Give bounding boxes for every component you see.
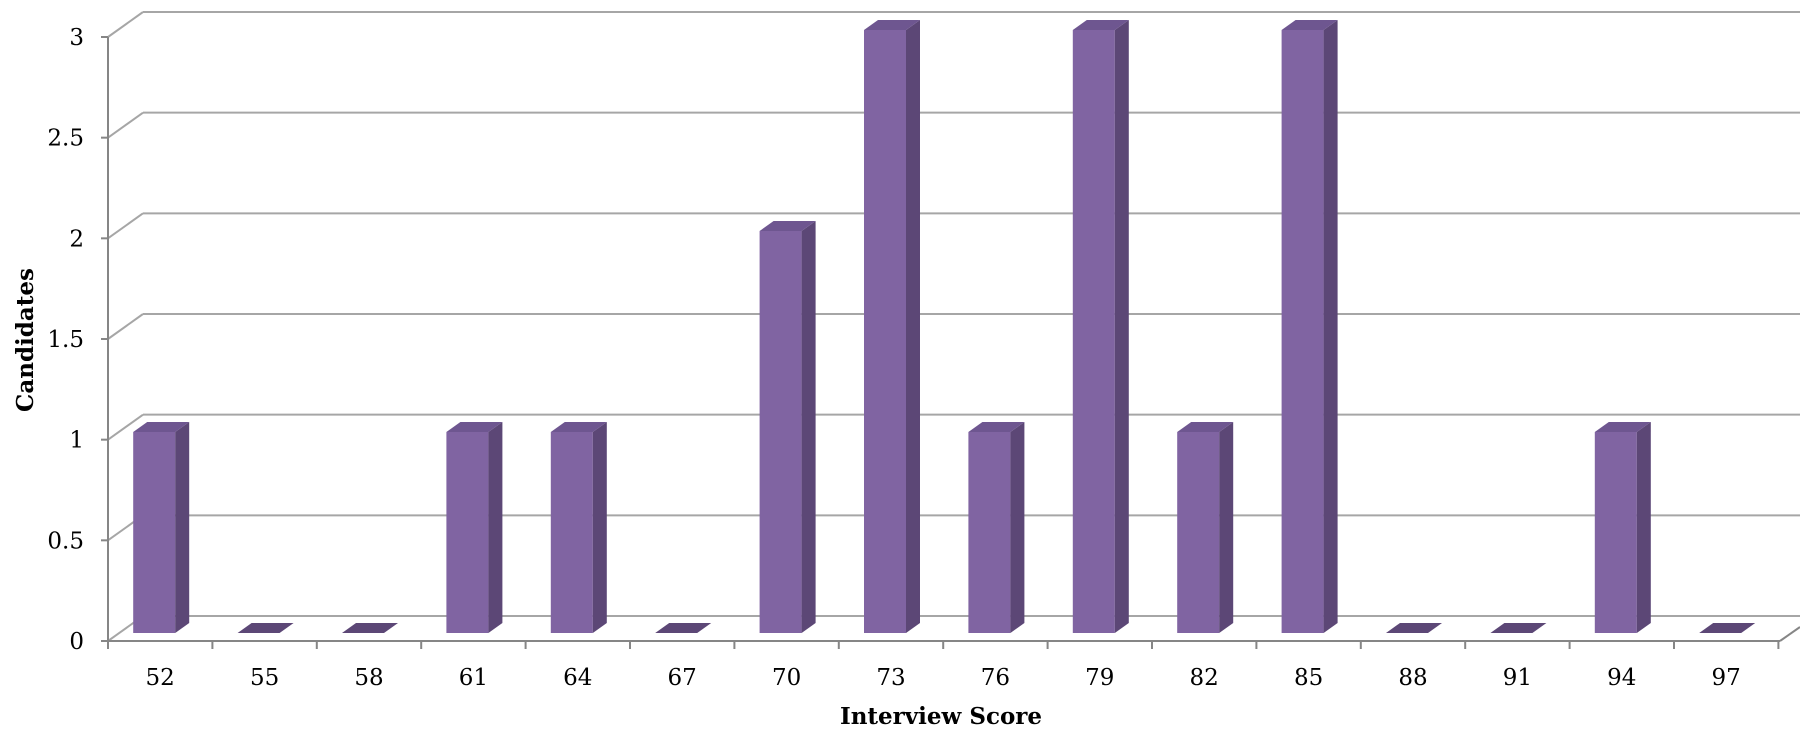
bar-front	[759, 231, 802, 633]
y-tick-labels: 0 0.5 1 1.5 2 2.5 3	[47, 25, 84, 655]
bar-front	[1072, 30, 1115, 633]
bar-front	[968, 432, 1011, 633]
x-tick-label: 85	[1294, 665, 1323, 691]
bar	[237, 623, 294, 633]
bar-side	[592, 422, 607, 633]
bar	[1699, 623, 1756, 633]
x-axis-corner	[1779, 626, 1800, 642]
bar-front	[1594, 432, 1637, 633]
x-tick-label: 82	[1190, 665, 1219, 691]
bar-top	[1177, 422, 1234, 432]
bar-side	[906, 20, 920, 633]
bar-top	[1594, 422, 1651, 432]
bar-side	[1323, 20, 1338, 633]
bar-front	[1177, 432, 1220, 633]
x-axis-title: Interview Score	[840, 703, 1042, 729]
bar	[759, 221, 816, 633]
bar-top-zero	[1386, 623, 1442, 633]
gridline-diagonal	[107, 111, 144, 139]
bar-side	[175, 422, 190, 633]
y-tick-label: 2	[69, 226, 84, 252]
bar-top-zero	[655, 623, 712, 633]
y-tick-label: 3	[69, 25, 84, 51]
bar-side	[1114, 20, 1129, 633]
bar	[1072, 20, 1129, 633]
bar-top	[1072, 20, 1129, 30]
bar	[1594, 422, 1651, 633]
x-tick-label: 76	[981, 665, 1010, 691]
bar	[1281, 20, 1338, 633]
y-tick-label: 0	[69, 629, 84, 655]
x-tick-label: 58	[354, 665, 383, 691]
bar	[968, 422, 1025, 633]
x-tick-label: 91	[1503, 665, 1532, 691]
bar-top-zero	[237, 623, 294, 633]
bar-top	[550, 422, 607, 432]
bar-top	[133, 422, 190, 432]
bar-top	[864, 20, 920, 30]
x-tick-label: 61	[459, 665, 488, 691]
gridline-diagonal	[107, 11, 144, 38]
bar	[1490, 623, 1547, 633]
y-tick-label: 2.5	[47, 126, 84, 152]
x-tick-label: 73	[876, 665, 905, 691]
x-tick-label: 88	[1398, 665, 1427, 691]
gridline-diagonal	[107, 313, 144, 340]
bar-top	[446, 422, 503, 432]
bar	[1386, 623, 1442, 633]
bar	[864, 20, 920, 633]
gridline-diagonal	[107, 413, 144, 441]
gridlines	[107, 11, 1800, 642]
axes	[101, 36, 1800, 649]
bar-side	[1636, 422, 1651, 633]
bar-top	[1281, 20, 1338, 30]
x-tick-label: 67	[668, 665, 697, 691]
bar-top	[759, 221, 816, 231]
bar	[342, 623, 398, 633]
bar-side	[488, 422, 503, 633]
x-tick-labels: 52 55 58 61 64 67 70 73 76 79 82 85 88 91 94 97	[146, 665, 1741, 691]
bar-front	[550, 432, 593, 633]
bar-front	[446, 432, 489, 633]
x-tick-label: 55	[250, 665, 279, 691]
gridline-diagonal	[107, 212, 144, 240]
bars	[133, 20, 1756, 633]
bar-side	[1010, 422, 1025, 633]
x-tick-label: 52	[146, 665, 175, 691]
x-tick-label: 94	[1607, 665, 1636, 691]
bar-top-zero	[1699, 623, 1756, 633]
bar-side	[1219, 422, 1234, 633]
y-tick-label: 1.5	[47, 327, 84, 353]
bar-top	[968, 422, 1025, 432]
y-tick-label: 0.5	[47, 528, 84, 554]
bar-front	[133, 432, 176, 633]
x-tick-label: 64	[563, 665, 592, 691]
bar	[1177, 422, 1234, 633]
bar	[550, 422, 607, 633]
bar-front	[1281, 30, 1324, 633]
bar-side	[801, 221, 816, 633]
x-tick-label: 79	[1085, 665, 1114, 691]
bar-front	[864, 30, 906, 633]
bar	[133, 422, 190, 633]
bar-top-zero	[1490, 623, 1547, 633]
y-axis-title: Candidates	[12, 268, 39, 412]
bar	[446, 422, 503, 633]
bar-top-zero	[342, 623, 398, 633]
x-tick-label: 70	[772, 665, 801, 691]
y-tick-label: 1	[69, 428, 84, 454]
x-tick-label: 97	[1712, 665, 1741, 691]
bar	[655, 623, 712, 633]
